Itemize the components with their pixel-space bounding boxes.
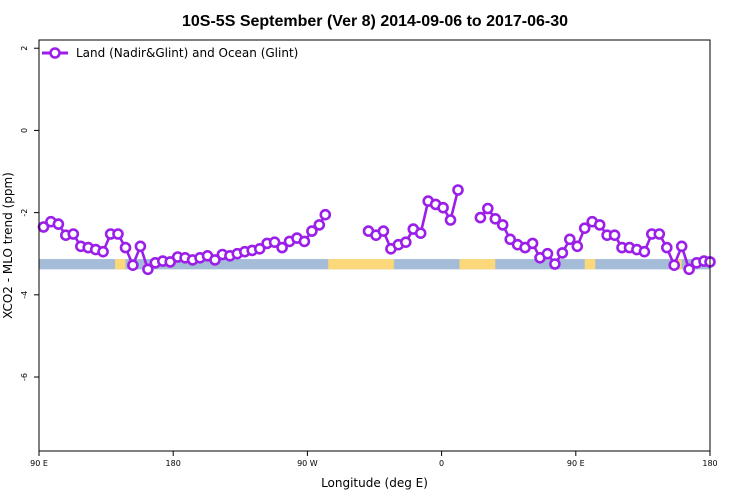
- data-point: [67, 228, 80, 240]
- data-point: [668, 259, 681, 272]
- data-point: [571, 240, 584, 253]
- data-point: [142, 263, 154, 276]
- data-point: [399, 236, 412, 248]
- data-point: [313, 219, 326, 231]
- series-line-segment: [367, 189, 460, 251]
- plot-frame: [38, 39, 711, 452]
- data-point: [563, 233, 576, 246]
- data-point: [638, 245, 651, 258]
- y-axis-ticks: 2 0 -2 -4 -6: [20, 46, 39, 381]
- data-point: [675, 240, 688, 253]
- series-points: [37, 184, 716, 276]
- data-point: [209, 254, 221, 266]
- data-point: [298, 235, 311, 248]
- y-tick-label: 0: [20, 128, 29, 133]
- data-point: [276, 241, 288, 254]
- data-point: [414, 227, 427, 239]
- legend-entry-label: Land (Nadir&Glint) and Ocean (Glint): [76, 46, 298, 60]
- x-tick-label: 90 W: [297, 459, 318, 468]
- x-tick-label: 180: [702, 459, 717, 468]
- legend: Land (Nadir&Glint) and Ocean (Glint): [42, 46, 298, 60]
- land-band: [584, 259, 596, 270]
- data-point: [608, 229, 621, 241]
- y-tick-label: -4: [20, 291, 29, 299]
- data-point: [593, 219, 606, 231]
- x-tick-label: 180: [166, 459, 181, 468]
- data-point: [481, 202, 494, 215]
- data-point: [452, 184, 464, 196]
- y-axis-label: XCO2 - MLO trend (ppm): [1, 172, 15, 319]
- x-tick-label: 90 E: [567, 459, 585, 468]
- data-point: [541, 247, 554, 260]
- data-point: [319, 208, 332, 221]
- land-band: [328, 259, 394, 270]
- data-point: [556, 247, 569, 259]
- x-axis-label: Longitude (deg E): [321, 476, 428, 490]
- data-point: [52, 218, 65, 230]
- y-tick-label: 2: [20, 46, 29, 51]
- data-point: [496, 219, 509, 231]
- land-band: [115, 259, 126, 270]
- map-strip: [39, 259, 710, 270]
- data-point: [437, 201, 449, 214]
- data-point: [112, 228, 124, 240]
- x-tick-label: 0: [439, 459, 444, 468]
- data-point: [489, 213, 502, 225]
- data-point: [127, 259, 139, 272]
- data-point: [549, 258, 561, 270]
- x-axis-ticks: 90 E 180 90 W 0 90 E 180: [30, 451, 718, 468]
- data-point: [474, 211, 487, 224]
- data-point: [660, 241, 673, 254]
- data-point: [268, 236, 281, 248]
- data-point: [306, 225, 318, 237]
- data-point: [504, 233, 517, 246]
- data-point: [653, 228, 666, 240]
- data-point: [377, 225, 390, 237]
- data-point: [683, 263, 695, 276]
- y-tick-label: -2: [20, 209, 29, 217]
- data-point: [526, 237, 539, 250]
- y-tick-label: -6: [20, 373, 29, 381]
- x-tick-label: 90 E: [30, 459, 48, 468]
- data-point: [97, 245, 109, 258]
- chart-title: 10S-5S September (Ver 8) 2014-09-06 to 2…: [182, 13, 568, 30]
- legend-marker-swatch: [49, 47, 61, 59]
- data-point: [444, 214, 457, 226]
- data-point: [253, 243, 266, 255]
- data-point: [134, 240, 147, 253]
- data-point: [578, 222, 591, 234]
- land-band: [459, 259, 496, 270]
- data-point: [119, 241, 132, 254]
